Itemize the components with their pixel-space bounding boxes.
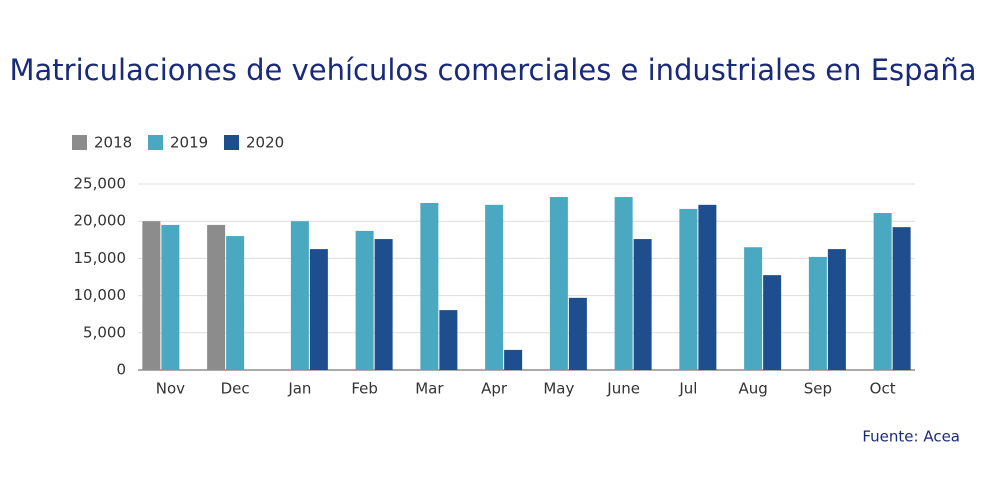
bar xyxy=(439,310,458,370)
x-tick-label: Aug xyxy=(738,380,767,398)
source: Fuente: Acea xyxy=(862,428,960,446)
legend-label: 2018 xyxy=(94,134,132,152)
bar xyxy=(633,239,652,370)
bar xyxy=(420,202,439,370)
bar xyxy=(827,249,846,370)
legend-swatch xyxy=(148,135,163,150)
legend-label: 2020 xyxy=(246,134,284,152)
bar xyxy=(226,236,245,370)
legend-label: 2019 xyxy=(170,134,208,152)
bar xyxy=(892,227,911,370)
x-tick-label: Mar xyxy=(415,380,444,398)
x-tick-label: Oct xyxy=(870,380,896,398)
bar xyxy=(355,230,374,370)
x-tick-label: Jan xyxy=(287,380,311,398)
bar xyxy=(374,239,393,370)
bar xyxy=(679,208,698,370)
legend-swatch xyxy=(72,135,87,150)
y-tick-label: 25,000 xyxy=(74,175,127,193)
x-tick-label: Sep xyxy=(804,380,832,398)
y-tick-label: 20,000 xyxy=(74,212,127,230)
y-tick-label: 10,000 xyxy=(74,286,127,304)
x-tick-label: Nov xyxy=(156,380,185,398)
bar xyxy=(485,204,504,370)
y-tick-label: 0 xyxy=(116,361,126,379)
bar xyxy=(873,213,892,370)
legend-swatch xyxy=(224,135,239,150)
bar xyxy=(808,256,827,370)
x-tick-label: Dec xyxy=(221,380,250,398)
bar xyxy=(614,197,633,370)
bar xyxy=(549,197,568,370)
x-tick-label: Jul xyxy=(678,380,697,398)
bar xyxy=(698,204,717,370)
y-tick-label: 15,000 xyxy=(74,249,127,267)
y-tick-label: 5,000 xyxy=(83,323,126,341)
bar xyxy=(744,247,763,370)
chart-title: Matriculaciones de vehículos comerciales… xyxy=(10,53,977,87)
x-tick-label: June xyxy=(606,380,640,398)
bar xyxy=(568,297,587,370)
bar xyxy=(763,275,782,370)
x-tick-label: Apr xyxy=(481,380,508,398)
bar xyxy=(504,349,523,370)
x-tick-label: Feb xyxy=(351,380,378,398)
bar xyxy=(207,224,226,370)
x-tick-label: May xyxy=(543,380,574,398)
bar xyxy=(142,221,161,370)
bar xyxy=(290,221,309,370)
bar xyxy=(309,249,328,370)
bar xyxy=(161,224,180,370)
